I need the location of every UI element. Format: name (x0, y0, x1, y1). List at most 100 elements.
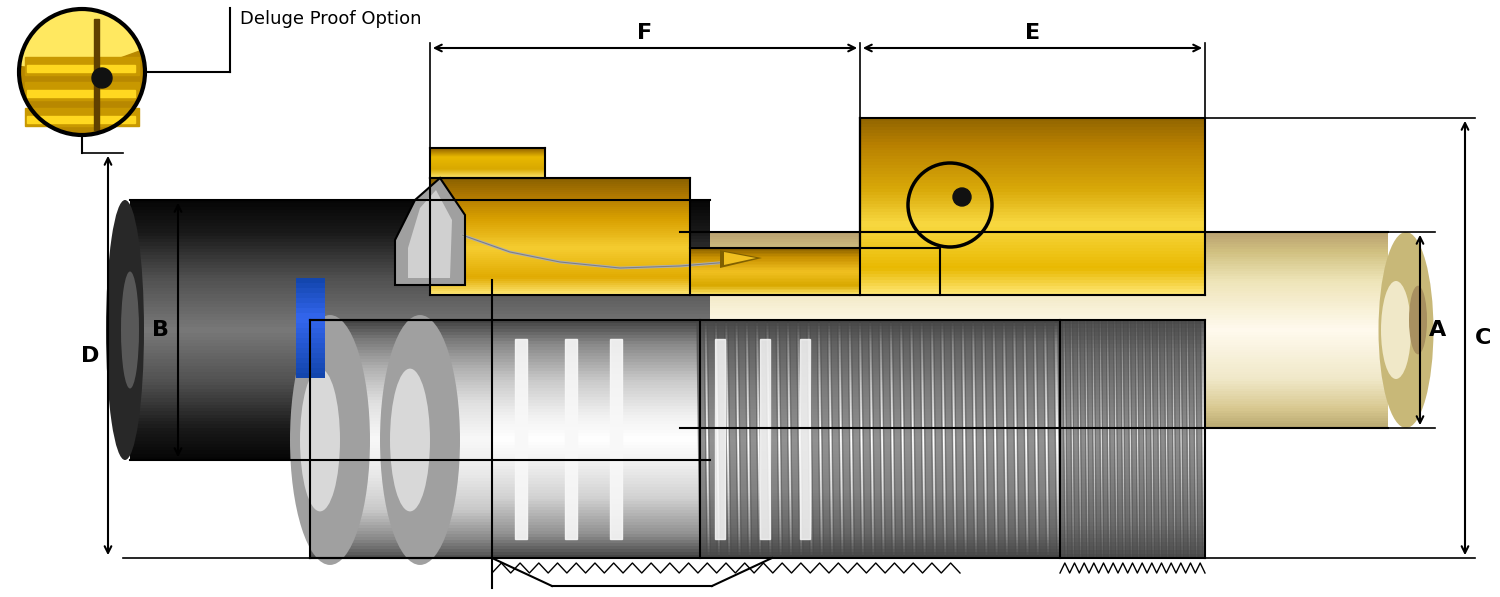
Bar (800, 339, 810, 539)
Bar (700, 453, 1060, 457)
Bar (430, 167, 544, 168)
Ellipse shape (300, 368, 340, 512)
Bar (859, 165, 1204, 168)
Bar (700, 361, 1060, 365)
Bar (310, 385, 492, 389)
Bar (1060, 319, 1204, 324)
Polygon shape (892, 320, 903, 558)
Bar (430, 177, 690, 180)
Polygon shape (1124, 320, 1131, 558)
Bar (492, 325, 700, 329)
Bar (700, 495, 1060, 498)
Bar (859, 233, 1204, 236)
Bar (430, 183, 690, 186)
Bar (310, 465, 492, 469)
Bar (700, 519, 1060, 522)
Bar (859, 206, 1204, 210)
Bar (680, 310, 1388, 313)
Bar (859, 274, 1204, 277)
Bar (430, 257, 690, 260)
Bar (130, 226, 710, 229)
Bar (130, 278, 710, 281)
Bar (859, 227, 1204, 230)
Text: B: B (152, 320, 168, 340)
Bar (859, 283, 1204, 286)
Bar (430, 261, 690, 264)
Bar (680, 339, 1388, 342)
Polygon shape (1058, 320, 1065, 558)
Bar (27, 65, 135, 72)
Bar (700, 465, 1060, 469)
Bar (430, 271, 690, 273)
Polygon shape (1188, 320, 1196, 558)
Polygon shape (882, 320, 892, 558)
Bar (680, 408, 1388, 411)
Bar (680, 322, 1388, 325)
Bar (700, 337, 1060, 341)
Bar (690, 293, 859, 295)
Bar (680, 381, 1388, 384)
Bar (859, 197, 1204, 201)
Bar (296, 278, 326, 283)
Bar (310, 364, 492, 368)
Bar (700, 507, 1060, 510)
Bar (430, 168, 544, 169)
Bar (310, 406, 492, 410)
Bar (130, 300, 710, 304)
Bar (130, 235, 710, 239)
Bar (310, 471, 492, 475)
Bar (130, 343, 710, 346)
Bar (690, 260, 859, 262)
Bar (680, 347, 1388, 350)
Bar (680, 425, 1388, 428)
Bar (680, 261, 1388, 264)
Bar (310, 549, 492, 552)
Bar (130, 433, 710, 437)
Bar (310, 477, 492, 481)
Bar (492, 552, 700, 555)
Bar (492, 507, 700, 510)
Circle shape (20, 9, 146, 135)
Bar (310, 462, 492, 466)
Bar (1060, 474, 1204, 479)
Bar (859, 121, 1204, 124)
Bar (690, 252, 859, 254)
Bar (430, 267, 690, 270)
Bar (700, 513, 1060, 516)
Bar (430, 165, 544, 166)
Bar (492, 379, 700, 383)
Polygon shape (728, 320, 738, 558)
Bar (690, 257, 859, 259)
Bar (130, 219, 710, 223)
Bar (130, 238, 710, 242)
Bar (492, 367, 700, 371)
Bar (859, 221, 1204, 224)
Bar (680, 276, 1388, 279)
Bar (859, 200, 1204, 204)
Bar (492, 534, 700, 537)
Bar (130, 284, 710, 288)
Bar (430, 219, 690, 221)
Polygon shape (1196, 320, 1203, 558)
Bar (680, 327, 1388, 330)
Bar (310, 373, 492, 377)
Bar (430, 211, 690, 213)
Bar (700, 543, 1060, 546)
Bar (690, 281, 859, 282)
Circle shape (92, 68, 112, 88)
Bar (859, 147, 1204, 150)
Bar (130, 261, 710, 265)
Bar (700, 325, 1060, 329)
Bar (310, 531, 492, 534)
Bar (310, 450, 492, 454)
Bar (310, 495, 492, 498)
Bar (680, 410, 1388, 413)
Bar (1060, 450, 1204, 455)
Bar (690, 274, 859, 276)
Polygon shape (1047, 320, 1058, 558)
Polygon shape (1144, 320, 1152, 558)
Bar (310, 343, 492, 347)
Bar (1060, 506, 1204, 510)
Bar (310, 421, 492, 424)
Polygon shape (1180, 320, 1188, 558)
